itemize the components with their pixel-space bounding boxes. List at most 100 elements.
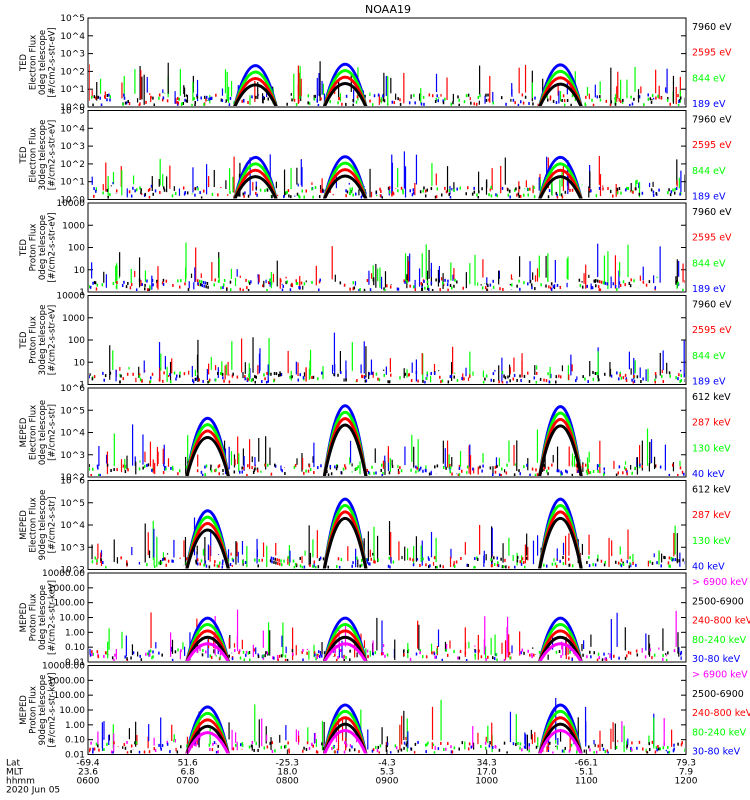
data-point xyxy=(632,190,634,194)
data-point xyxy=(200,96,202,100)
data-point xyxy=(629,556,631,560)
legend-entry: 844 eV xyxy=(692,258,726,269)
data-point xyxy=(126,560,128,564)
data-point xyxy=(219,652,222,656)
data-point xyxy=(215,751,218,754)
data-point xyxy=(389,565,391,569)
data-point xyxy=(403,649,405,653)
data-point xyxy=(404,372,407,376)
data-point xyxy=(176,750,179,754)
data-point xyxy=(543,563,545,567)
data-point xyxy=(491,559,493,563)
data-point xyxy=(421,283,423,287)
data-point xyxy=(231,657,234,661)
data-point xyxy=(345,94,348,98)
data-point xyxy=(547,195,550,199)
data-point xyxy=(586,284,589,288)
data-point xyxy=(482,464,484,468)
data-point xyxy=(172,283,174,287)
data-point xyxy=(248,373,250,377)
data-point xyxy=(318,280,321,284)
data-point xyxy=(430,472,432,476)
data-point xyxy=(531,655,533,659)
data-point xyxy=(308,101,311,105)
data-point xyxy=(205,285,207,289)
data-point xyxy=(397,189,399,193)
data-point xyxy=(153,103,156,106)
data-point xyxy=(662,380,665,384)
data-point xyxy=(571,564,574,568)
x-tick-hhmm: 0800 xyxy=(276,777,299,787)
data-point xyxy=(596,658,599,661)
data-point xyxy=(528,743,531,747)
data-point xyxy=(343,750,346,754)
data-point xyxy=(135,188,138,192)
data-point xyxy=(208,743,211,747)
data-point xyxy=(232,372,234,376)
data-point xyxy=(163,463,165,467)
data-point xyxy=(375,190,378,194)
y-tick-label: 10^4 xyxy=(60,521,85,531)
y-tick-label: 10^6 xyxy=(60,384,85,394)
data-point xyxy=(435,655,437,659)
data-point xyxy=(125,285,128,289)
y-tick-label: 1000.00 xyxy=(48,676,85,686)
data-point xyxy=(305,189,308,193)
data-point xyxy=(561,195,564,199)
data-point xyxy=(517,192,520,196)
data-point xyxy=(368,471,371,475)
data-point xyxy=(558,469,560,473)
data-point xyxy=(92,747,94,751)
data-point xyxy=(465,658,468,661)
data-point xyxy=(631,378,633,382)
data-point xyxy=(222,469,224,473)
data-point xyxy=(372,278,375,282)
data-point xyxy=(343,658,346,661)
x-row-label: MLT xyxy=(6,768,24,778)
data-point xyxy=(115,189,118,193)
data-point xyxy=(451,750,454,754)
data-point xyxy=(257,564,259,568)
legend-entry: 240-800 keV xyxy=(692,708,750,719)
data-point xyxy=(397,287,400,291)
data-point xyxy=(318,655,321,659)
data-point xyxy=(298,96,301,100)
y-tick-label: 10^2 xyxy=(60,566,85,576)
data-point xyxy=(438,279,440,283)
data-point xyxy=(234,743,237,747)
data-point xyxy=(311,742,313,746)
data-point xyxy=(213,563,216,567)
data-point xyxy=(242,288,244,291)
data-point xyxy=(201,653,204,657)
data-point xyxy=(149,285,151,289)
data-point xyxy=(656,748,658,752)
data-point xyxy=(112,751,114,754)
data-point xyxy=(373,471,375,475)
data-point xyxy=(154,189,157,193)
data-point xyxy=(490,558,492,562)
data-point xyxy=(340,370,342,374)
data-point xyxy=(680,96,682,100)
data-point xyxy=(200,470,203,474)
data-point xyxy=(93,747,96,751)
data-point xyxy=(125,101,128,105)
data-point xyxy=(159,191,161,195)
data-point xyxy=(327,473,330,476)
y-tick-label: 10^2 xyxy=(60,160,85,170)
data-point xyxy=(487,93,489,97)
y-tick-label: 1.00 xyxy=(65,721,85,731)
data-point xyxy=(376,749,379,753)
data-point xyxy=(169,380,172,384)
legend-entry: 7960 eV xyxy=(692,22,732,33)
data-point xyxy=(634,466,636,470)
data-point xyxy=(527,193,530,197)
data-point xyxy=(281,469,283,473)
data-point xyxy=(592,103,595,106)
data-point xyxy=(448,192,450,196)
data-point xyxy=(91,377,94,381)
data-point xyxy=(411,193,414,197)
data-point xyxy=(404,280,406,284)
data-point xyxy=(210,656,213,660)
data-point xyxy=(674,558,676,562)
data-point xyxy=(303,471,305,475)
